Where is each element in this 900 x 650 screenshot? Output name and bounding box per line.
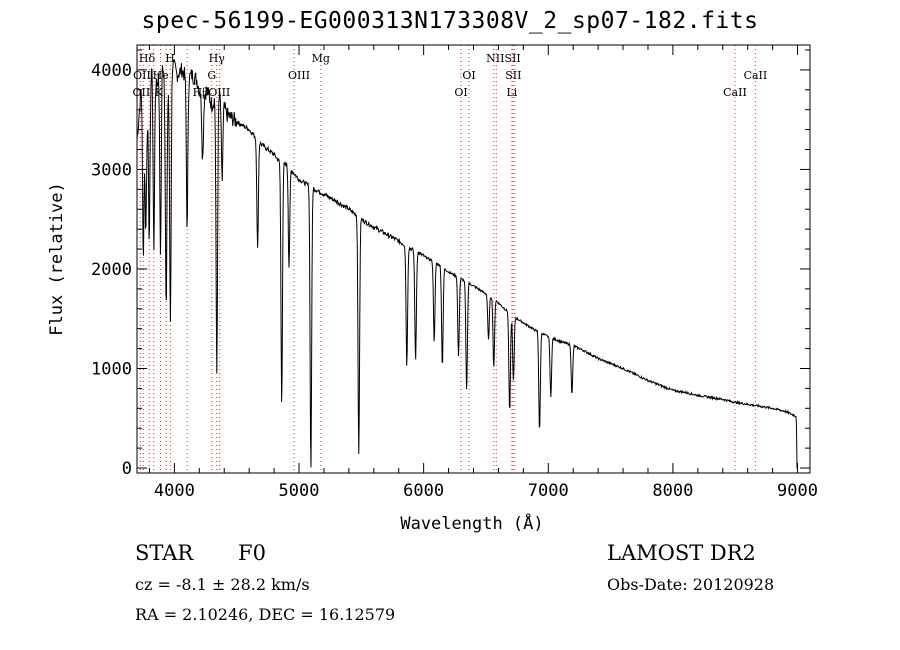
x-tick-label: 5000 (279, 481, 320, 501)
line-id-label: OI (462, 69, 475, 82)
spectrum-series (136, 59, 798, 469)
line-id-label: OIII (208, 86, 230, 99)
line-id-label: SII (505, 69, 521, 82)
line-id-label: Hβ (193, 86, 209, 99)
redshift-cz: cz = -8.1 ± 28.2 km/s (135, 575, 310, 594)
line-id-label: NIISII (486, 52, 521, 65)
line-id-label: OIII (288, 69, 310, 82)
observation-date: Obs-Date: 20120928 (607, 575, 775, 594)
y-axis-label: Flux (relative) (47, 182, 67, 336)
line-id-label: OII (133, 86, 151, 99)
line-id-label: G (207, 69, 216, 82)
x-axis-label: Wavelength (Å) (400, 512, 543, 534)
y-tick-label: 4000 (91, 61, 132, 81)
spectrum-line (136, 59, 798, 469)
y-tick-label: 0 (122, 459, 132, 479)
line-id-label: K (155, 86, 164, 99)
coordinates: RA = 2.10246, DEC = 16.12579 (135, 605, 396, 624)
line-id-label: Hδ (139, 52, 156, 65)
line-id-label: He (153, 69, 169, 82)
x-tick-label: 4000 (154, 481, 195, 501)
line-id-label: OII (133, 69, 151, 82)
line-id-label: CaII (723, 86, 747, 99)
y-tick-label: 2000 (91, 260, 132, 280)
y-tick-label: 3000 (91, 160, 132, 180)
x-tick-label: 6000 (403, 481, 444, 501)
marker-lines (139, 45, 756, 473)
x-tick-label: 9000 (777, 481, 818, 501)
line-id-label: OI (454, 86, 467, 99)
chart-title: spec-56199-EG000313N173308V_2_sp07-182.f… (141, 8, 759, 34)
line-id-label: Hγ (209, 52, 226, 65)
y-tick-label: 1000 (91, 359, 132, 379)
line-id-label: CaII (744, 69, 768, 82)
x-tick-label: 7000 (528, 481, 569, 501)
line-id-label: Mg (312, 52, 330, 65)
axis-ticks: 4000 5000 6000 7000 8000 9000 0 1000 2000 3000 400… (91, 45, 818, 501)
object-subclass: F0 (238, 541, 266, 565)
x-tick-label: 8000 (652, 481, 693, 501)
survey-name: LAMOST DR2 (607, 541, 756, 565)
line-id-label: H (165, 52, 175, 65)
object-type: STAR (135, 541, 194, 565)
line-id-label: Li (506, 86, 517, 99)
plot-frame (136, 44, 811, 474)
